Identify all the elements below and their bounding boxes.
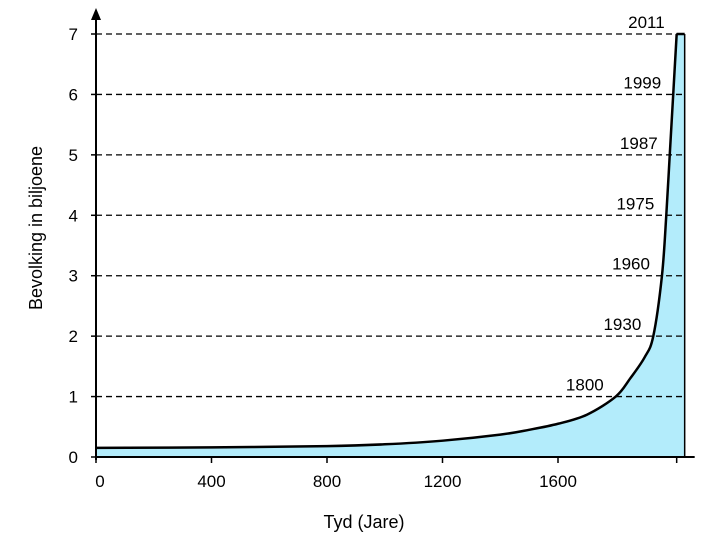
- population-curve: [95, 33, 678, 450]
- area-fill: [96, 34, 685, 457]
- milestone-year-label: 1800: [566, 376, 604, 395]
- x-tick-label: 1200: [424, 472, 462, 491]
- y-tick-label: 1: [69, 388, 78, 407]
- milestone-year-label: 1960: [612, 255, 650, 274]
- milestone-year-label: 1999: [623, 73, 661, 92]
- x-tick-label: 800: [313, 472, 341, 491]
- y-tick-label: 3: [69, 267, 78, 286]
- y-tick-label: 0: [69, 448, 78, 467]
- milestone-year-label: 1987: [620, 134, 658, 153]
- x-axis-title: Tyd (Jare): [323, 512, 404, 532]
- milestone-year-label: 2011: [628, 13, 665, 32]
- y-axis-title: Bevolking in biljoene: [26, 146, 46, 310]
- y-tick-label: 6: [69, 85, 78, 104]
- x-tick-label: 0: [95, 472, 104, 491]
- y-tick-label: 2: [69, 327, 78, 346]
- y-tick-label: 4: [69, 206, 78, 225]
- milestone-year-label: 1930: [603, 315, 641, 334]
- y-tick-label: 7: [69, 25, 78, 44]
- milestone-year-label: 1975: [616, 194, 654, 213]
- y-axis-arrow: [91, 8, 101, 20]
- x-tick-label: 1600: [539, 472, 577, 491]
- y-tick-label: 5: [69, 146, 78, 165]
- x-tick-label: 400: [197, 472, 225, 491]
